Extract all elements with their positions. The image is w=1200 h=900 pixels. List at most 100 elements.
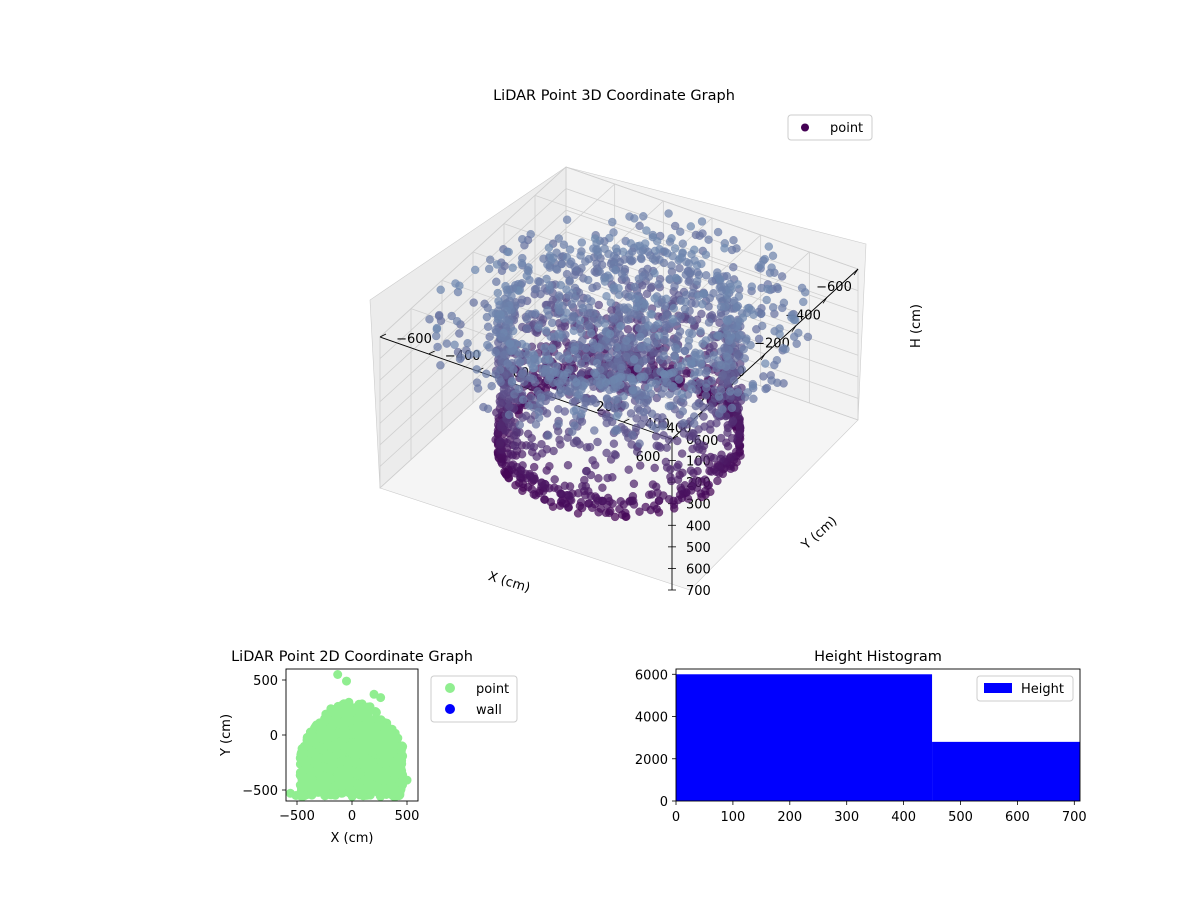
chart-2d-point [308, 788, 318, 798]
chart-3d-point [496, 377, 505, 386]
chart-2d-point [386, 757, 396, 767]
chart-2d-point [331, 712, 341, 722]
chart-3d-point [673, 436, 682, 446]
chart-3d-point [619, 392, 628, 401]
chart-3d-point [493, 314, 503, 324]
chart-3d-point [665, 495, 674, 504]
chart-3d-point [617, 269, 627, 279]
chart-3d-point [702, 383, 711, 393]
chart-3d-point [560, 314, 569, 323]
grid-3d-z [379, 166, 859, 338]
chart-3d-point [733, 280, 742, 289]
chart-3d-point [471, 265, 480, 275]
chart-3d-point [500, 467, 509, 476]
chart-3d-point [600, 319, 609, 328]
chart-3d-point [432, 325, 441, 334]
chart-3d-point [699, 412, 708, 421]
chart-3d-point [674, 375, 684, 384]
chart-2d-point [295, 753, 305, 763]
x-tick [822, 297, 828, 304]
chart-3d-point [469, 298, 478, 307]
chart-3d-point [524, 401, 533, 410]
chart-2d-point [346, 787, 356, 797]
chart-3d-point [674, 332, 683, 341]
chart-3d-point [722, 271, 731, 281]
chart-3d-point [650, 463, 659, 473]
chart-3d-point [520, 377, 529, 386]
chart-3d-point [636, 461, 645, 470]
chart-3d-point [494, 296, 503, 306]
chart-3d-point [542, 466, 551, 475]
chart-2d-x-tick-label: 0 [348, 809, 356, 824]
chart-3d-point [497, 333, 506, 342]
chart-3d-point [698, 339, 707, 348]
chart-3d-zlabel: H (cm) [909, 304, 924, 348]
chart-3d-point [770, 327, 779, 336]
chart-3d-point [492, 327, 501, 337]
chart-3d-point [675, 254, 684, 263]
x-tick-label: 600 [636, 450, 661, 465]
chart-3d-point [790, 332, 799, 341]
chart-3d-point [760, 254, 769, 264]
chart-3d-point [700, 453, 709, 462]
chart-3d-point [671, 221, 680, 231]
chart-3d-point [541, 326, 551, 335]
chart-2d-xlabel: X (cm) [331, 831, 374, 846]
chart-3d-point [518, 395, 528, 404]
chart-3d-point [637, 343, 646, 352]
chart-2d-point [334, 779, 344, 789]
chart-3d-point [663, 249, 672, 258]
chart-3d-point [606, 455, 616, 464]
chart-3d-point [538, 368, 548, 377]
chart-3d-point [568, 427, 577, 436]
chart-3d-point [717, 372, 727, 381]
chart-3d-point [504, 410, 514, 419]
chart-3d-legend: point [787, 114, 873, 141]
chart-3d-point [540, 495, 549, 504]
chart-3d-point [507, 449, 516, 459]
chart-2d-point [364, 773, 373, 783]
chart-3d-point [522, 314, 531, 324]
chart-2d-point [343, 710, 353, 719]
chart-3d-point [567, 316, 576, 325]
chart-3d-point [727, 403, 737, 413]
chart-3d-point [717, 361, 726, 370]
chart-3d-point [716, 347, 725, 356]
chart-2d-point [295, 768, 305, 777]
chart-3d-point [504, 247, 513, 257]
chart-2d-point [334, 728, 344, 738]
chart-3d-point [605, 329, 615, 339]
histogram-legend-box [976, 675, 1074, 702]
chart-3d-point [648, 254, 658, 263]
chart-3d-point [715, 283, 724, 292]
chart-3d-point [503, 359, 512, 368]
chart-3d-point [598, 483, 607, 492]
chart-2d-points [285, 670, 412, 802]
chart-3d-point [556, 489, 565, 498]
chart-3d-point [479, 402, 488, 412]
chart-3d-point [575, 316, 585, 325]
chart-3d-point [612, 244, 621, 253]
chart-3d-point [540, 343, 549, 352]
chart-3d-point [554, 351, 563, 361]
histogram-x-tick-label: 0 [672, 810, 680, 825]
chart-2d-point [355, 711, 365, 721]
y-tick [428, 350, 435, 355]
chart-3d-point [676, 483, 685, 492]
chart-2d-point [322, 714, 332, 724]
chart-3d-point [687, 316, 697, 325]
x-tick [853, 268, 859, 276]
chart-3d-point [554, 419, 563, 428]
chart-2d-point [397, 750, 407, 760]
chart-3d-point [590, 267, 599, 276]
chart-2d-point [304, 764, 314, 774]
chart-3d-point [485, 332, 494, 341]
chart-3d-point [635, 395, 644, 405]
chart-3d-point [729, 236, 738, 245]
chart-3d-point [705, 343, 714, 352]
chart-3d-point [799, 297, 808, 307]
chart-3d-point [628, 378, 638, 387]
chart-2d-point [327, 789, 337, 799]
chart-3d-ylabel: Y (cm) [798, 514, 840, 554]
chart-3d-point [686, 222, 695, 231]
